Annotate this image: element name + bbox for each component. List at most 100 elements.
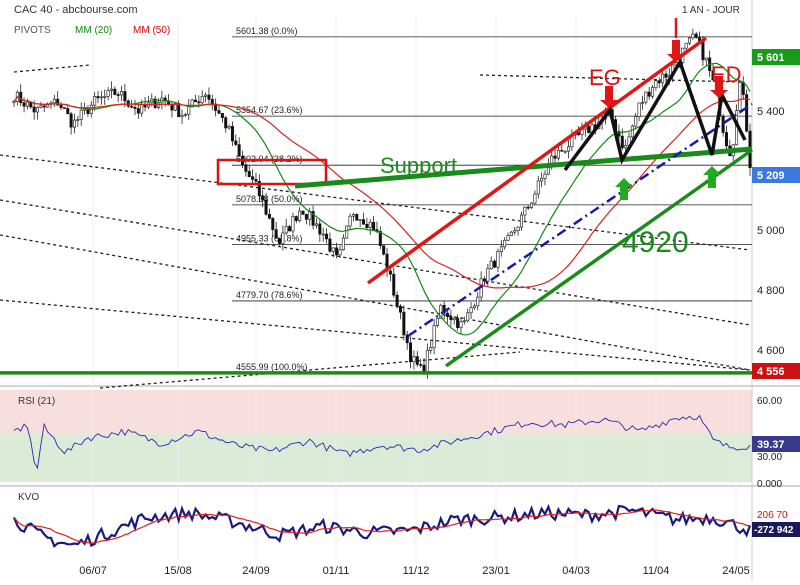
- candle-body: [741, 82, 745, 95]
- candle-body: [133, 106, 137, 109]
- candle-body: [476, 296, 480, 307]
- candle-body: [284, 226, 288, 234]
- candle-body: [106, 90, 110, 97]
- red-down-arrow: [600, 86, 618, 108]
- legend-pivots: PIVOTS: [14, 25, 51, 36]
- trend-channel-line: [0, 234, 751, 371]
- candle-body: [724, 132, 728, 147]
- red-down-arrow: [667, 40, 685, 62]
- candle-body: [183, 113, 187, 116]
- candle-body: [493, 260, 497, 268]
- candle-body: [25, 101, 29, 107]
- candle-body: [116, 94, 120, 96]
- green-up-arrow: [615, 178, 633, 200]
- candle-body: [368, 221, 372, 228]
- candle-body: [398, 305, 402, 313]
- candle-body: [298, 210, 302, 221]
- trend-channel-line: [13, 64, 91, 73]
- candle-body: [109, 88, 113, 91]
- rsi-overbought-zone: [0, 390, 752, 434]
- candle-body: [516, 226, 520, 232]
- candle-body: [560, 149, 564, 152]
- red-channel-line: [366, 36, 708, 285]
- legend-mm20: MM (20): [75, 25, 112, 36]
- candle-body: [684, 42, 688, 49]
- fib-highlight-box: [216, 158, 328, 186]
- candle-body: [193, 99, 197, 103]
- candle-body: [553, 155, 557, 159]
- candle-body: [294, 216, 298, 221]
- candle-body: [449, 316, 453, 321]
- candle-body: [136, 108, 140, 114]
- candle-body: [200, 96, 204, 104]
- candle-body: [721, 115, 725, 133]
- candle-body: [335, 247, 339, 256]
- candle-body: [745, 94, 749, 132]
- candle-body: [39, 105, 43, 108]
- candle-body: [103, 96, 107, 98]
- rsi-tick-label: 60.00: [757, 396, 782, 407]
- candle-body: [412, 356, 416, 363]
- candle-body: [113, 88, 117, 95]
- candle-body: [402, 311, 406, 336]
- trend-channel-line: [479, 74, 741, 83]
- candle-body: [351, 214, 355, 217]
- candle-body: [22, 102, 26, 107]
- candle-body: [328, 238, 332, 252]
- mm20-series-line: [13, 62, 751, 336]
- candle-body: [217, 110, 221, 114]
- candle-body: [647, 91, 651, 97]
- candle-body: [530, 202, 534, 208]
- candle-body: [244, 164, 248, 172]
- candle-body: [435, 318, 439, 326]
- candle-body: [36, 107, 40, 113]
- candle-body: [365, 223, 369, 228]
- price-tick-label: 5 000: [757, 225, 785, 237]
- kvo-signal-line: [13, 509, 751, 544]
- candle-body: [254, 179, 258, 182]
- x-tick-label: 24/09: [242, 565, 270, 577]
- red-down-arrow: [710, 76, 728, 98]
- candle-body: [509, 231, 513, 236]
- candle-body: [459, 321, 463, 328]
- period-label: 1 AN - JOUR: [682, 5, 740, 16]
- candle-body: [472, 305, 476, 309]
- candle-body: [358, 219, 362, 221]
- candle-body: [526, 206, 530, 209]
- candle-body: [711, 70, 715, 81]
- candle-body: [429, 347, 433, 351]
- candle-body: [657, 80, 661, 84]
- legend-mm50: MM (50): [133, 25, 170, 36]
- trend-channel-line: [0, 199, 751, 326]
- candle-body: [419, 364, 423, 366]
- candle-body: [446, 312, 450, 317]
- kvo-series-line: [12, 503, 752, 549]
- candle-body: [19, 91, 23, 104]
- candle-body: [499, 246, 503, 252]
- green-uptrend-line: [444, 148, 754, 368]
- candle-body: [664, 73, 668, 78]
- blue-dashdot-line: [407, 102, 753, 338]
- x-tick-label: 15/08: [164, 565, 192, 577]
- candle-body: [230, 126, 234, 142]
- candle-body: [120, 91, 124, 96]
- candle-body: [415, 356, 419, 365]
- candle-body: [180, 114, 184, 118]
- candle-body: [372, 221, 376, 230]
- candle-body: [72, 119, 76, 128]
- candle-body: [620, 135, 624, 149]
- candle-body: [630, 125, 634, 138]
- candle-body: [247, 171, 251, 177]
- candle-body: [362, 219, 366, 225]
- chart-title: CAC 40 - abcbourse.com: [14, 4, 138, 16]
- candle-body: [634, 116, 638, 127]
- fib-level-label: 4779.70 (78.6%): [236, 290, 303, 300]
- fib-level-label: 4555.99 (100.0%): [236, 362, 308, 372]
- candle-body: [264, 199, 268, 215]
- candle-body: [12, 101, 16, 103]
- candle-body: [378, 231, 382, 246]
- price-badge: [752, 363, 800, 379]
- support-label: Support: [380, 153, 457, 178]
